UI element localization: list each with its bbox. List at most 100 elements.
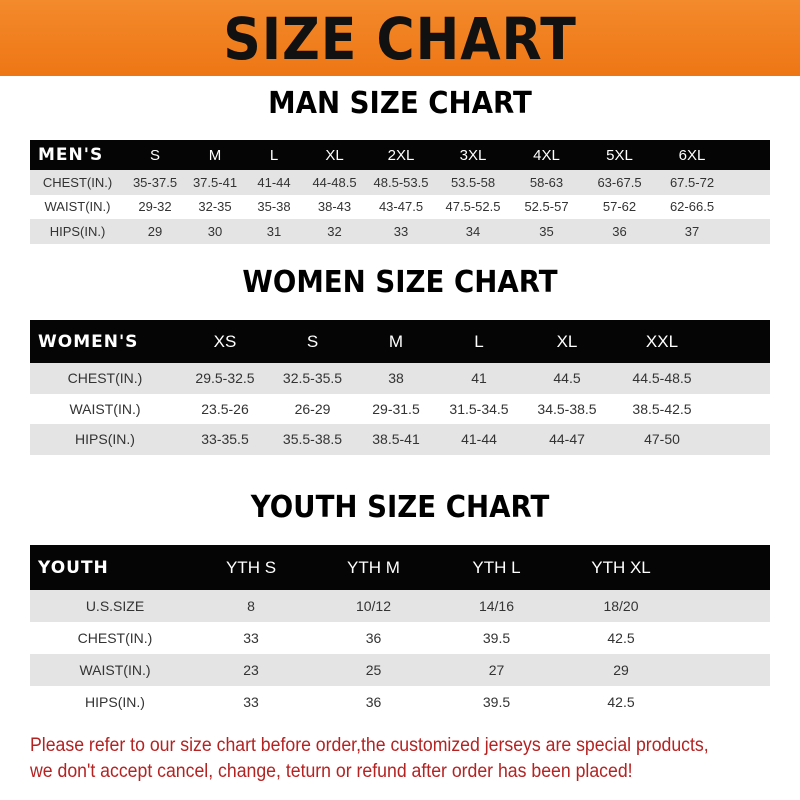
men-size-table: MEN'S S M L XL 2XL 3XL 4XL 5XL 6XL CHEST(IN.) 35-37… [30,140,770,244]
table-cell: 63-67.5 [597,174,642,190]
table-cell: 33-35.5 [201,431,249,448]
size-header: 2XL [387,146,415,164]
row-label: HIPS(IN.) [75,431,135,448]
header-label: WOMEN'S [38,331,139,352]
table-cell: 43-47.5 [378,199,424,215]
title-banner: SIZE CHART [0,0,800,76]
table-cell: 10/12 [355,598,392,614]
table-cell: 31.5-34.5 [449,400,509,417]
youth-size-table: YOUTH YTH S YTH M YTH L YTH XL U.S.SIZE 8 10/12… [30,545,770,718]
table-cell: 32-35 [198,199,232,215]
notice-line: Please refer to our size chart before or… [30,735,709,756]
table-cell: 38 [388,370,404,387]
table-cell: 57-62 [602,199,637,215]
page-title: SIZE CHART [223,5,577,73]
table-cell: 41 [471,370,487,387]
table-cell: 47-50 [644,431,680,448]
table-cell: 35 [539,223,554,239]
header-row: WOMEN'S XS S M L XL XXL [30,320,770,363]
table-cell: 38-43 [317,199,352,215]
row-label: CHEST(IN.) [42,174,113,190]
table-cell: 33 [243,694,259,710]
table-row: WAIST(IN.) 23 25 27 29 [30,654,770,686]
table-cell: 44-48.5 [312,174,357,190]
table-cell: 36 [365,694,382,710]
table-cell: 37.5-41 [192,174,238,190]
table-cell: 30 [207,223,223,239]
row-label: CHEST(IN.) [67,370,143,387]
size-header: 3XL [459,146,487,164]
table-cell: 33 [393,223,409,239]
table-cell: 37 [684,223,700,239]
size-header: XL [325,146,344,164]
table-cell: 34.5-38.5 [537,400,597,417]
table-cell: 67.5-72 [669,174,715,190]
women-section-title: WOMEN SIZE CHART [242,265,558,300]
table-row: WAIST(IN.) 29-32 32-35 35-38 38-43 43-47.5 47.… [30,194,770,219]
table-cell: 41-44 [257,174,291,190]
table-row: CHEST(IN.) 35-37.5 37.5-41 41-44 44-48.5 48.5… [30,170,770,195]
size-header: S [149,146,160,164]
table-row: WAIST(IN.) 23.5-26 26-29 29-31.5 31.5-34.5 34… [30,393,770,424]
table-cell: 36 [612,223,627,239]
header-label: YOUTH [38,557,109,578]
table-cell: 23 [243,662,259,678]
table-cell: 42.5 [607,694,635,710]
table-cell: 32 [327,223,342,239]
size-header: YTH L [472,557,521,577]
table-cell: 39.5 [482,630,511,646]
table-cell: 25 [365,662,382,678]
table-cell: 42.5 [607,630,635,646]
table-cell: 36 [365,630,382,646]
header-row: MEN'S S M L XL 2XL 3XL 4XL 5XL 6XL [30,140,770,170]
table-cell: 35-37.5 [132,174,178,190]
table-cell: 35-38 [257,199,291,215]
table-cell: 47.5-52.5 [445,199,501,215]
row-label: WAIST(IN.) [79,662,151,678]
size-header: YTH M [347,557,400,577]
size-header: M [208,146,222,164]
table-cell: 18/20 [603,598,639,614]
size-header: 6XL [678,146,706,164]
table-cell: 31 [266,223,282,239]
row-label: U.S.SIZE [85,598,145,614]
order-notice: Please refer to our size chart before or… [30,733,737,785]
size-header: S [306,331,319,351]
table-cell: 29 [613,662,629,678]
size-header: 4XL [533,146,560,164]
youth-section-title: YOUTH SIZE CHART [250,490,550,525]
size-header: YTH XL [591,557,651,577]
table-cell: 38.5-41 [372,431,420,448]
header-row: YOUTH YTH S YTH M YTH L YTH XL [30,545,770,590]
row-label: HIPS(IN.) [85,694,145,710]
table-row: HIPS(IN.) 33 36 39.5 42.5 [30,686,770,718]
size-header: M [388,331,404,351]
row-label: WAIST(IN.) [69,400,141,417]
size-header: XXL [645,331,679,351]
table-cell: 29.5-32.5 [195,370,255,387]
table-cell: 33 [243,630,259,646]
table-row: HIPS(IN.) 29 30 31 32 33 34 35 36 37 [30,219,770,244]
size-header: XS [213,331,237,351]
table-cell: 32.5-35.5 [282,370,343,387]
table-cell: 29-31.5 [372,400,420,417]
table-cell: 53.5-58 [450,174,496,190]
size-header: 5XL [606,146,633,164]
table-cell: 38.5-42.5 [632,400,692,417]
table-cell: 27 [488,662,505,678]
table-row: CHEST(IN.) 33 36 39.5 42.5 [30,622,770,654]
notice-line: we don't accept cancel, change, teturn o… [30,761,633,782]
table-row: CHEST(IN.) 29.5-32.5 32.5-35.5 38 41 44.5 44.5… [30,363,770,394]
table-cell: 29 [147,223,163,239]
size-header: L [474,331,484,351]
header-label: MEN'S [38,145,104,165]
table-cell: 29-32 [138,199,172,215]
row-label: CHEST(IN.) [77,630,153,646]
row-label: HIPS(IN.) [49,223,106,239]
table-cell: 23.5-26 [201,400,249,417]
table-cell: 35.5-38.5 [282,431,343,448]
table-cell: 34 [465,223,481,239]
table-cell: 48.5-53.5 [373,174,429,190]
table-row: U.S.SIZE 8 10/12 14/16 18/20 [30,590,770,622]
table-cell: 44.5-48.5 [632,370,692,387]
